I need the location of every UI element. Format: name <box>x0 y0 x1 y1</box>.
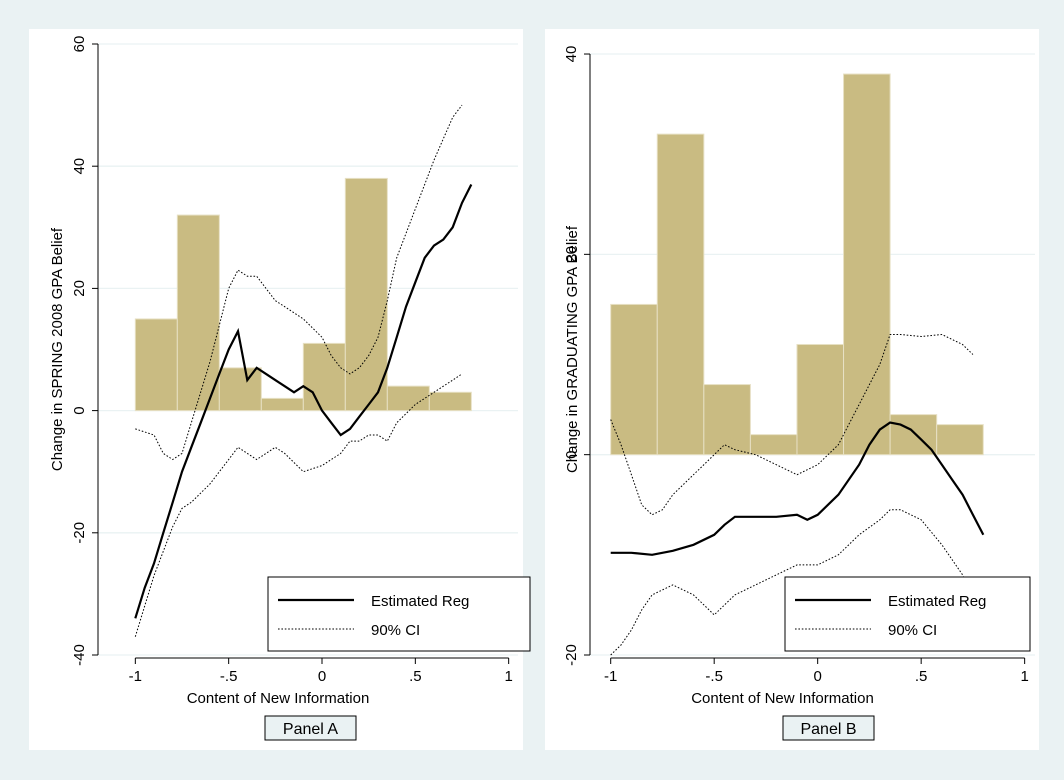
histogram-bar <box>260 397 304 412</box>
histogram-bar <box>796 343 845 456</box>
histogram-bar <box>428 391 472 412</box>
histogram-bar <box>936 424 984 456</box>
histogram-bar <box>176 214 220 412</box>
histogram-bar <box>344 177 388 412</box>
y-tick-label: 40 <box>563 46 580 63</box>
legend: Estimated Reg 90% CI <box>784 576 1031 652</box>
x-tick-label: -.5 <box>705 668 723 685</box>
y-tick-label: 40 <box>71 158 88 175</box>
y-tick-label: -20 <box>563 644 580 666</box>
x-tick-label: 0 <box>814 668 822 685</box>
panel-title-box <box>264 715 357 741</box>
legend-box <box>784 576 1031 652</box>
panels: -40 -20 0 20 40 60 -1 -.5 0 .5 1 Content of New Inf… <box>29 29 1039 750</box>
histogram-bar <box>134 318 178 412</box>
legend-label-ci: 90% CI <box>371 622 420 639</box>
legend-label-estimated-reg: Estimated Reg <box>371 593 469 610</box>
y-tick-label: 20 <box>563 246 580 263</box>
histogram-bar <box>302 342 346 412</box>
y-tick-label: 0 <box>563 451 580 459</box>
x-tick-label: 1 <box>1020 668 1028 685</box>
legend-label-ci: 90% CI <box>888 622 937 639</box>
estimated-reg-line <box>134 184 473 619</box>
x-tick-label: -1 <box>604 668 617 685</box>
x-axis-title: Content of New Information <box>691 690 874 707</box>
legend-box <box>267 576 531 652</box>
y-tick-label: -20 <box>71 522 88 544</box>
y-tick-label: 20 <box>71 280 88 297</box>
histogram-bar <box>749 434 798 456</box>
y-tick-label: -40 <box>71 644 88 666</box>
histogram-bar <box>843 73 891 456</box>
y-tick-label: 60 <box>71 36 88 53</box>
x-tick-label: 1 <box>504 668 512 685</box>
panel-title: Panel B <box>800 721 856 738</box>
ci-upper-line <box>135 104 463 461</box>
y-tick-label: 0 <box>71 406 88 414</box>
estimated-reg-line <box>610 421 985 556</box>
legend: Estimated Reg 90% CI <box>267 576 531 652</box>
ci-lower-line <box>134 373 463 637</box>
panel-title: Panel A <box>283 721 338 738</box>
panel-a: -40 -20 0 20 40 60 -1 -.5 0 .5 1 Content of New Inf… <box>29 29 531 750</box>
histogram-bar <box>218 367 262 412</box>
x-tick-label: .5 <box>409 668 422 685</box>
y-axis-title: Change in SPRING 2008 GPA Belief <box>49 227 66 471</box>
histogram-bar <box>386 385 430 412</box>
histogram-bar <box>703 384 751 456</box>
histogram-bar <box>610 303 658 456</box>
x-tick-label: .5 <box>915 668 928 685</box>
x-tick-label: -1 <box>129 668 142 685</box>
panel-title-box <box>782 715 875 741</box>
legend-label-estimated-reg: Estimated Reg <box>888 593 986 610</box>
x-tick-label: -.5 <box>220 668 238 685</box>
panel-b: -20 0 20 40 -1 -.5 0 .5 1 Content of New Informat… <box>545 29 1039 750</box>
x-axis-title: Content of New Information <box>187 690 370 707</box>
y-axis-title: Change in GRADUATING GPA Belief <box>564 225 581 473</box>
ci-upper-line <box>610 333 974 516</box>
x-tick-label: 0 <box>318 668 326 685</box>
histogram-bar <box>656 133 705 456</box>
